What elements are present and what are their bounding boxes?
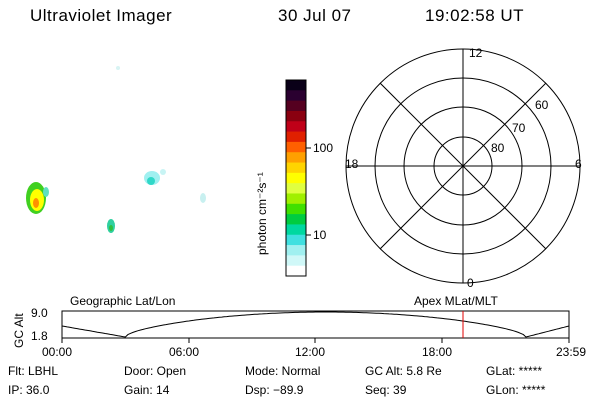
polar-diagonal [379, 82, 547, 250]
orbit-altitude-curve [61, 311, 570, 338]
colorbar-segment [286, 131, 306, 143]
lat-label-60: 60 [535, 98, 549, 112]
colorbar-segment [286, 90, 306, 102]
emission-patch [43, 187, 49, 197]
colorbar-segment [286, 141, 306, 153]
colorbar-segment [286, 214, 306, 225]
x-tick-label: 12:00 [295, 345, 326, 359]
geographic-label: Geographic Lat/Lon [70, 294, 176, 308]
colorbar-segment [286, 80, 306, 91]
timeline-ticks [61, 338, 570, 343]
polar-grid [345, 48, 581, 284]
colorbar-segment [286, 183, 306, 194]
instrument-title: Ultraviolet Imager [30, 6, 173, 25]
colorbar-segment [286, 152, 306, 164]
mode-info: Mode: Normal [245, 364, 321, 378]
lat-label-70: 70 [512, 121, 526, 135]
glat-info: GLat: ***** [486, 364, 543, 378]
uv-image [26, 66, 206, 233]
mlt-label-0: 0 [467, 276, 474, 290]
colorbar-segment [286, 121, 306, 133]
colorbar-segment [286, 172, 306, 184]
dsp-info: Dsp: −89.9 [245, 383, 304, 397]
glon-info: GLon: ***** [486, 383, 546, 397]
colorbar-segment [286, 255, 306, 267]
emission-blob-peak [33, 198, 39, 208]
colorbar-segment [286, 203, 306, 215]
colorbar-segment [286, 234, 306, 246]
colorbar-segment [286, 265, 306, 277]
x-tick-label: 00:00 [42, 345, 73, 359]
colorbar-tick-label: 100 [313, 141, 334, 155]
x-tick-label: 23:59 [556, 345, 587, 359]
apex-label: Apex MLat/MLT [414, 294, 498, 308]
lat-label-80: 80 [491, 141, 505, 155]
colorbar-frame [285, 79, 307, 277]
emission-patch [160, 169, 166, 175]
colorbar-segment [286, 224, 306, 236]
y-tick-label: 9.0 [31, 306, 48, 320]
colorbar-segment [286, 100, 306, 112]
gc-alt-axis-label: GC Alt [12, 313, 26, 348]
colorbar-segment [286, 162, 306, 174]
seq-info: Seq: 39 [365, 383, 407, 397]
y-tick-label: 1.8 [31, 329, 48, 343]
colorbar-segment [286, 193, 306, 205]
colorbar-segment [286, 245, 306, 256]
filter-info: Flt: LBHL [8, 364, 59, 378]
colorbar-tick-label: 10 [313, 228, 327, 242]
gc-alt-info: GC Alt: 5.8 Re [365, 364, 442, 378]
x-tick-label: 18:00 [422, 345, 453, 359]
mlt-label-6: 6 [575, 157, 582, 171]
timeline-frame [61, 310, 570, 339]
emission-patch [147, 177, 155, 185]
x-tick-label: 06:00 [169, 345, 200, 359]
mlt-label-12: 12 [469, 46, 483, 60]
door-info: Door: Open [124, 364, 187, 378]
emission-patch [116, 66, 120, 70]
colorbar [286, 80, 306, 277]
colorbar-segment [286, 110, 306, 122]
image-date: 30 Jul 07 [278, 6, 352, 25]
emission-patch [109, 225, 113, 231]
mlt-label-18: 18 [345, 157, 359, 171]
image-time: 19:02:58 UT [425, 6, 525, 25]
ip-info: IP: 36.0 [8, 383, 50, 397]
emission-patch [200, 193, 206, 203]
gain-info: Gain: 14 [124, 383, 170, 397]
colorbar-unit-label: photon cm⁻²s⁻¹ [255, 172, 269, 255]
